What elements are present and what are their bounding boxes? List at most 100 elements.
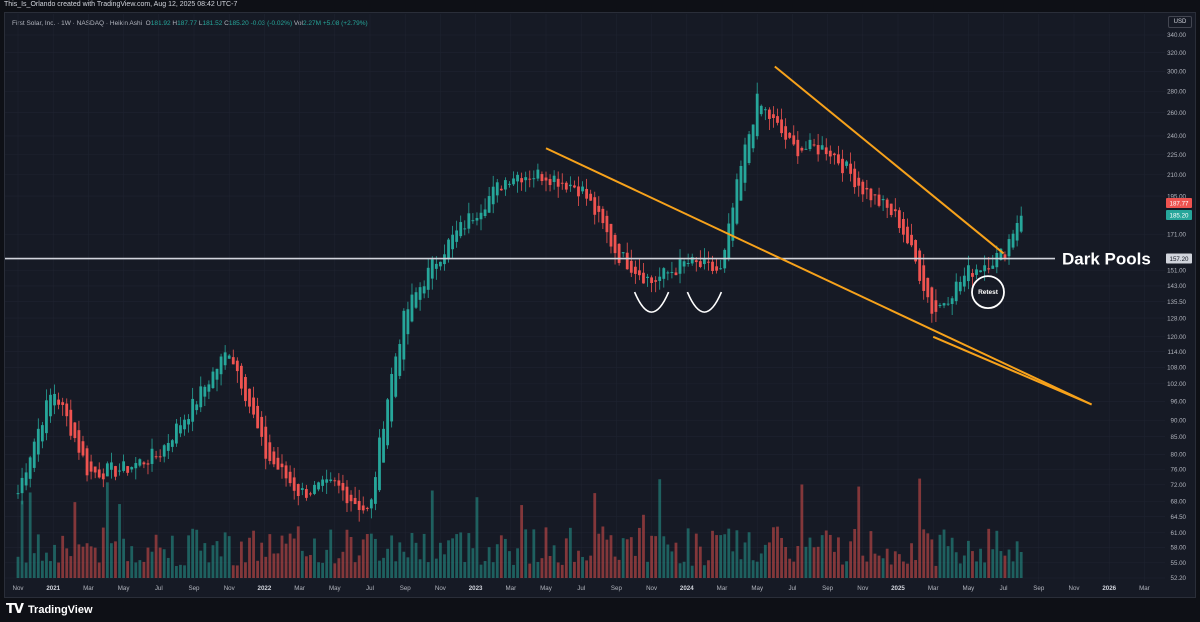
volume-bar (89, 546, 93, 578)
candle-body (114, 466, 117, 477)
volume-bar (24, 562, 28, 578)
volume-bar (394, 561, 398, 578)
candle-body (321, 479, 325, 486)
trendline (932, 335, 1092, 406)
volume-bar (134, 562, 138, 578)
candle-body (759, 105, 763, 115)
candle-body (365, 507, 369, 509)
candle-body (199, 386, 203, 408)
volume-bar (508, 551, 511, 578)
candle-body (910, 234, 913, 246)
volume-bar (837, 537, 840, 578)
volume-bar (824, 530, 828, 578)
candle-body (65, 403, 69, 417)
volume-bar (463, 562, 467, 578)
y-tick-label: 58.00 (1171, 545, 1187, 552)
x-tick-label: Jul (577, 585, 585, 592)
candle-body (824, 147, 828, 155)
candle-body (53, 393, 56, 406)
candle-body (772, 114, 775, 118)
volume-bar (333, 563, 337, 578)
brand-name: TradingView (27, 603, 93, 616)
candle-body (73, 422, 77, 439)
candle-body (796, 139, 800, 157)
volume-bar (207, 562, 211, 578)
y-tick-label: 90.00 (1171, 417, 1187, 424)
candle-body (958, 281, 962, 292)
volume-bar (776, 526, 779, 578)
volume-bar (191, 528, 195, 578)
candle-body (487, 196, 491, 213)
volume-bar (922, 529, 926, 578)
volume-bar (788, 558, 792, 578)
volume-bar (239, 541, 243, 578)
x-tick-label: 2024 (680, 585, 694, 592)
legend-change: -0.03 (-0.02%) (250, 20, 293, 27)
volume-bar (487, 547, 491, 578)
volume-bar (666, 544, 670, 578)
candle-body (93, 466, 97, 473)
candle-body (792, 135, 796, 145)
candle-body (16, 493, 20, 495)
volume-bar (690, 565, 694, 578)
volume-bar (841, 564, 844, 578)
x-tick-label: Sep (188, 585, 200, 592)
volume-bar (605, 539, 609, 578)
brand[interactable]: 𝗧𝗩 TradingView (6, 602, 93, 617)
candle-body (374, 477, 377, 504)
candle-body (832, 153, 836, 156)
volume-bar (918, 478, 922, 578)
volume-bar (337, 558, 341, 578)
candle-body (564, 182, 568, 190)
volume-bar (114, 541, 117, 578)
candle-body (361, 505, 365, 511)
candle-body (256, 405, 260, 429)
volume-bar (849, 541, 853, 578)
x-tick-label: Jul (366, 585, 374, 592)
candle-body (682, 261, 686, 267)
candle-body (467, 213, 471, 229)
y-tick-label: 102.00 (1167, 381, 1186, 388)
y-tick-label: 128.00 (1167, 315, 1186, 322)
candle-body (788, 132, 792, 138)
candle-body (479, 212, 483, 220)
volume-bar (540, 558, 544, 578)
volume-bar (69, 556, 73, 578)
candle-body (503, 180, 507, 190)
candle-body (694, 260, 698, 263)
volume-bar (914, 560, 917, 578)
volume-bar (678, 563, 682, 578)
candle-body (512, 178, 515, 185)
candle-body (292, 477, 296, 491)
volume-bar (65, 548, 69, 578)
candle-body (678, 259, 682, 274)
volume-bar (548, 556, 552, 578)
candle-body (849, 163, 853, 174)
candle-body (179, 425, 182, 434)
volume-bar (674, 542, 678, 578)
candle-body (897, 210, 901, 229)
candle-body (455, 230, 459, 242)
volume-bar (439, 542, 442, 578)
candle-body (252, 397, 255, 415)
volume-bar (284, 543, 288, 578)
volume-bar (304, 556, 308, 578)
volume-bar (934, 565, 938, 578)
candle-body (857, 177, 861, 186)
volume-bar (398, 542, 402, 578)
candle-body (239, 365, 243, 389)
volume-bar (954, 552, 958, 578)
candle-body (601, 208, 605, 224)
currency-badge[interactable]: USD (1168, 16, 1192, 28)
volume-bar (61, 535, 65, 578)
volume-bar (16, 556, 20, 578)
volume-bar (491, 562, 495, 578)
candle-body (1011, 233, 1015, 248)
volume-bar (503, 538, 507, 578)
candle-body (499, 188, 503, 191)
candle-body (369, 499, 373, 509)
volume-bar (211, 545, 215, 578)
volume-bar (179, 564, 182, 578)
volume-bar (991, 549, 995, 578)
